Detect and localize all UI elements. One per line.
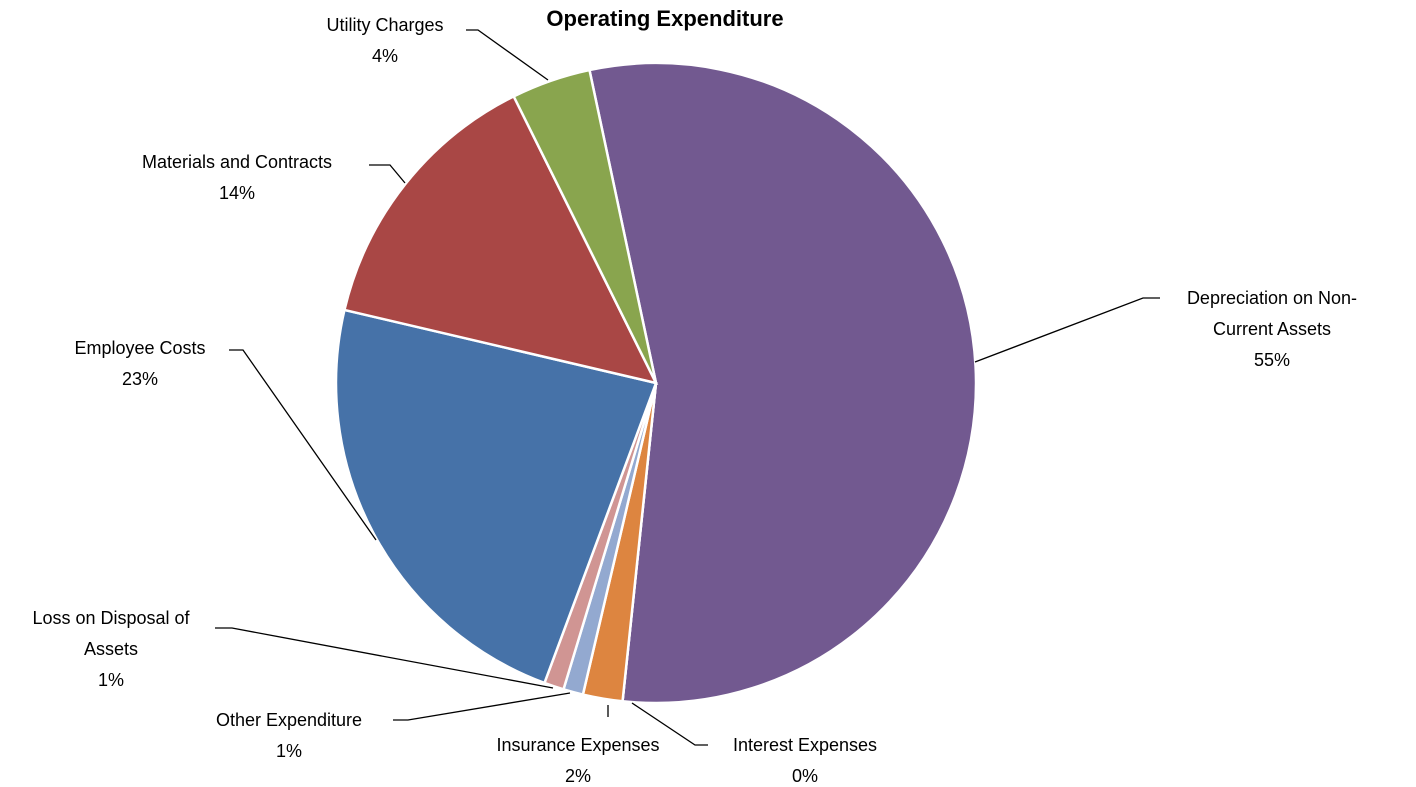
- value-label: 2%: [564, 766, 591, 786]
- leader-line: [215, 627, 554, 689]
- pie-slice: [342, 94, 659, 385]
- data-label: Insurance Expenses 2%: [458, 730, 698, 787]
- data-label: Loss on Disposal of Assets 1%: [11, 603, 211, 696]
- category-label: Materials and Contracts: [141, 152, 333, 172]
- leader-line: [466, 29, 549, 81]
- category-label: Other Expenditure: [215, 710, 363, 730]
- category-label: Depreciation on Non-Current Assets: [1186, 288, 1358, 339]
- chart-title: Operating Expenditure: [546, 6, 784, 31]
- data-label: Utility Charges 4%: [285, 10, 485, 72]
- data-label: Other Expenditure 1%: [169, 705, 409, 767]
- data-label: Depreciation on Non-Current Assets 55%: [1167, 283, 1377, 376]
- leader-line: [631, 702, 708, 746]
- data-label: Materials and Contracts 14%: [97, 147, 377, 209]
- leader-line: [974, 297, 1160, 363]
- pie-slice: [512, 68, 658, 384]
- category-label: Utility Charges: [326, 15, 444, 35]
- value-label: 1%: [275, 741, 302, 761]
- category-label: Insurance Expenses: [496, 735, 660, 755]
- pie-slice: [334, 308, 658, 685]
- leader-line: [369, 164, 406, 184]
- value-label: 23%: [121, 369, 159, 389]
- category-label: Interest Expenses: [732, 735, 878, 755]
- pie-slice: [587, 61, 978, 705]
- data-label: Interest Expenses 0%: [685, 730, 925, 787]
- value-label: 14%: [218, 183, 256, 203]
- value-label: 55%: [1253, 350, 1291, 370]
- leader-line: [229, 349, 377, 541]
- data-label: Employee Costs 23%: [20, 333, 260, 395]
- leader-line: [393, 692, 571, 721]
- value-label: 4%: [371, 46, 398, 66]
- category-label: Loss on Disposal of Assets: [32, 608, 190, 659]
- category-label: Employee Costs: [74, 338, 206, 358]
- value-label: 0%: [791, 766, 818, 786]
- value-label: 1%: [97, 670, 124, 690]
